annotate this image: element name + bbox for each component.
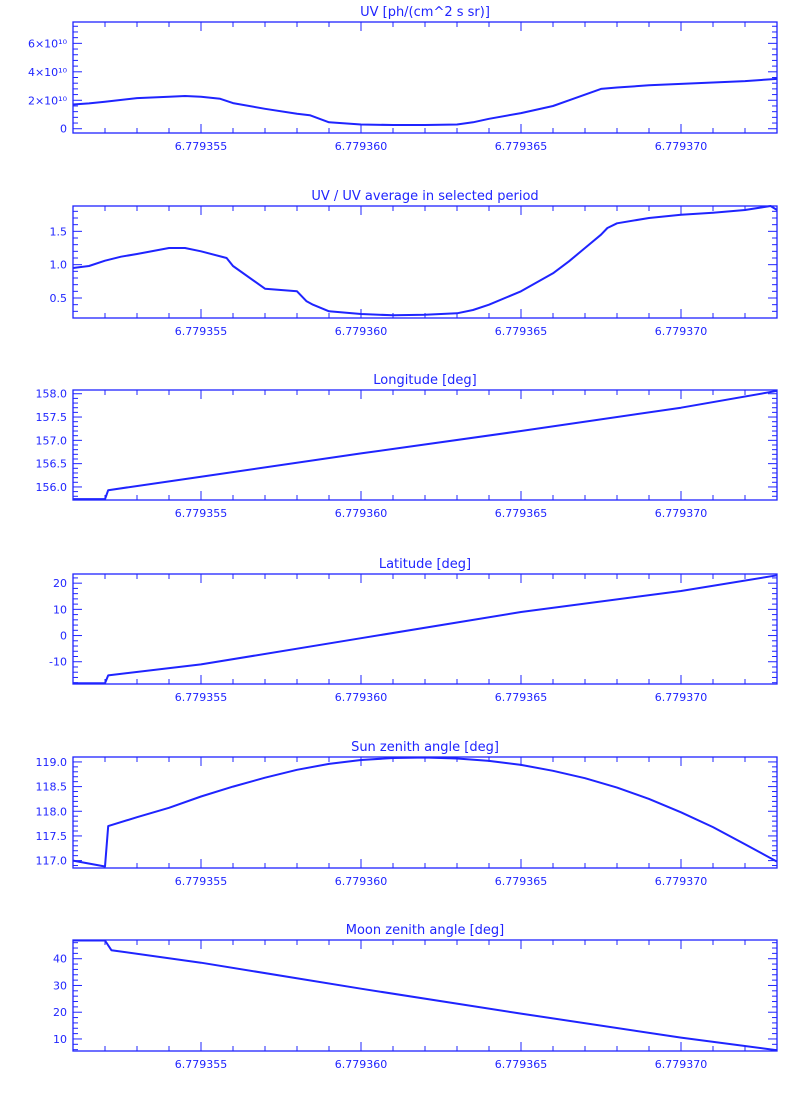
y-tick-label: 0 — [60, 630, 67, 643]
y-tick-label: 0 — [60, 123, 67, 136]
y-tick-label: 1.0 — [50, 259, 68, 272]
x-tick-label: 6.779370 — [655, 325, 708, 338]
y-tick-label: -10 — [49, 656, 67, 669]
panel-6: Moon zenith angle [deg] 6.779355 6.779360 6… — [53, 923, 778, 1071]
x-tick-label: 6.779355 — [175, 325, 228, 338]
panel-title: UV [ph/(cm^2 s sr)] — [360, 5, 490, 20]
series-line — [73, 939, 778, 1052]
y-tick-label: 118.0 — [36, 805, 68, 818]
y-tick-label: 6×10¹⁰ — [28, 37, 68, 50]
y-tick-label: 10 — [53, 1033, 67, 1046]
panel-title: UV / UV average in selected period — [311, 189, 538, 204]
x-tick-label: 6.779360 — [335, 875, 388, 888]
x-tick-label: 6.779370 — [655, 875, 708, 888]
y-tick-label: 1.5 — [50, 225, 68, 238]
y-tick-label: 119.0 — [36, 756, 68, 769]
x-tick-label: 6.779365 — [495, 691, 548, 704]
y-tick-label: 20 — [53, 577, 67, 590]
plot-frame — [72, 939, 778, 1052]
series-line — [73, 574, 778, 685]
x-tick-label: 6.779355 — [175, 1058, 228, 1071]
y-tick-label: 157.0 — [36, 434, 68, 447]
panel-3: Longitude [deg] 6.779355 6.779360 6.779365 6… — [36, 373, 778, 520]
x-tick-label: 6.779365 — [495, 507, 548, 520]
x-tick-label: 6.779360 — [335, 691, 388, 704]
plot-frame — [72, 21, 778, 134]
series-line — [72, 77, 778, 126]
y-tick-label: 20 — [53, 1006, 67, 1019]
y-tick-label: 158.0 — [36, 388, 68, 401]
y-tick-label: 10 — [53, 603, 67, 616]
series-line — [72, 756, 778, 868]
panel-title: Moon zenith angle [deg] — [346, 923, 504, 938]
x-tick-label: 6.779370 — [655, 507, 708, 520]
x-tick-label: 6.779355 — [175, 507, 228, 520]
x-tick-label: 6.779370 — [655, 1058, 708, 1071]
x-tick-label: 6.779360 — [335, 507, 388, 520]
y-tick-label: 117.5 — [36, 830, 68, 843]
x-tick-label: 6.779360 — [335, 1058, 388, 1071]
y-tick-label: 30 — [53, 979, 67, 992]
y-tick-label: 156.0 — [36, 481, 68, 494]
y-tick-label: 0.5 — [50, 292, 68, 305]
panel-title: Longitude [deg] — [373, 373, 476, 388]
x-tick-label: 6.779355 — [175, 691, 228, 704]
y-tick-label: 157.5 — [36, 411, 68, 424]
panel-5: Sun zenith angle [deg] 6.779355 6.779360 6.… — [36, 740, 778, 888]
x-tick-label: 6.779365 — [495, 325, 548, 338]
panel-title: Sun zenith angle [deg] — [351, 740, 499, 755]
x-tick-label: 6.779365 — [495, 875, 548, 888]
panel-4: Latitude [deg] 6.779355 6.779360 6.779365 6.… — [49, 557, 778, 704]
panel-2: UV / UV average in selected period 6.7793… — [50, 189, 778, 338]
series-line — [72, 205, 778, 317]
plot-frame — [72, 205, 778, 319]
y-tick-label: 4×10¹⁰ — [28, 66, 68, 79]
y-tick-label: 118.5 — [36, 781, 68, 794]
x-tick-label: 6.779365 — [495, 140, 548, 153]
y-tick-label: 40 — [53, 953, 67, 966]
x-tick-label: 6.779360 — [335, 140, 388, 153]
y-tick-label: 156.5 — [36, 458, 68, 471]
x-tick-label: 6.779370 — [655, 691, 708, 704]
x-tick-label: 6.779365 — [495, 1058, 548, 1071]
panel-1: UV [ph/(cm^2 s sr)] 6.779355 6.779360 6.779… — [28, 5, 778, 153]
plot-frame — [72, 756, 778, 869]
x-tick-label: 6.779355 — [175, 140, 228, 153]
x-tick-label: 6.779360 — [335, 325, 388, 338]
y-tick-label: 117.0 — [36, 855, 68, 868]
x-tick-label: 6.779370 — [655, 140, 708, 153]
y-tick-label: 2×10¹⁰ — [28, 94, 68, 107]
panel-title: Latitude [deg] — [379, 557, 471, 572]
x-tick-label: 6.779355 — [175, 875, 228, 888]
series-line — [73, 389, 778, 501]
